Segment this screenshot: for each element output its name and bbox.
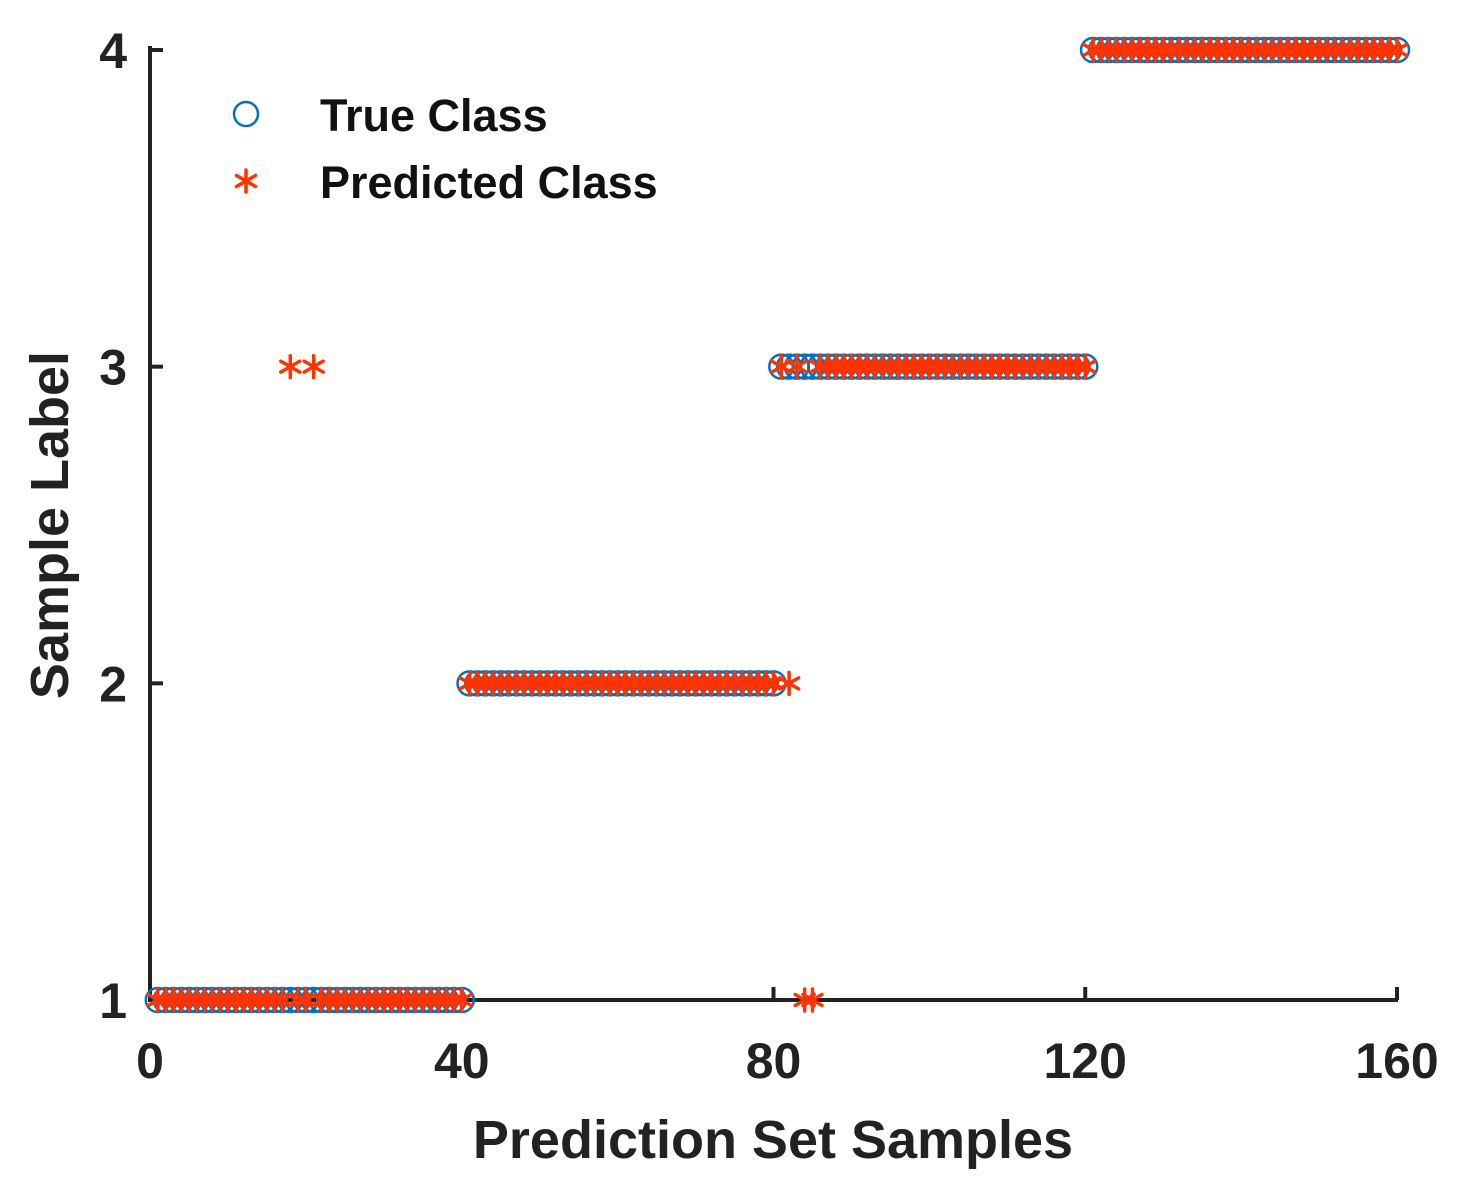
legend-item-predicted-class	[234, 168, 258, 194]
legend-item-true-class	[232, 100, 260, 128]
legend-label-predicted-class: Predicted Class	[320, 157, 658, 208]
tick-labels: 0 40 80 120 160 1 2 3 4	[99, 23, 1439, 1089]
predicted-class-point-160	[1385, 37, 1409, 63]
y-tick-label-4: 4	[99, 23, 127, 79]
predicted-class-point-82	[777, 670, 801, 697]
x-tick-label-80: 80	[746, 1033, 802, 1089]
predicted-class-point-21	[302, 353, 325, 380]
predicted-class-point-83	[785, 353, 809, 380]
x-axis-title: Prediction Set Samples	[473, 1110, 1073, 1170]
y-tick-label-3: 3	[99, 340, 127, 396]
legend-label-true-class: True Class	[320, 90, 548, 141]
x-tick-label-120: 120	[1044, 1033, 1127, 1089]
x-tick-label-0: 0	[136, 1033, 164, 1089]
series-predicted-class	[146, 37, 1409, 1013]
predicted-class-point-18	[279, 353, 302, 380]
x-tick-label-40: 40	[434, 1033, 490, 1089]
y-axis-title: Sample Label	[20, 351, 80, 699]
x-tick-label-160: 160	[1355, 1033, 1438, 1089]
predicted-class-point-85	[801, 987, 824, 1013]
legend-marker-predicted-class	[234, 168, 258, 194]
legend: True Class Predicted Class	[232, 90, 658, 208]
legend-marker-true-class	[232, 100, 260, 128]
y-tick-label-2: 2	[99, 656, 127, 712]
y-tick-label-1: 1	[99, 973, 127, 1029]
predicted-class-point-120	[1073, 353, 1097, 380]
predicted-class-point-40	[450, 987, 474, 1013]
